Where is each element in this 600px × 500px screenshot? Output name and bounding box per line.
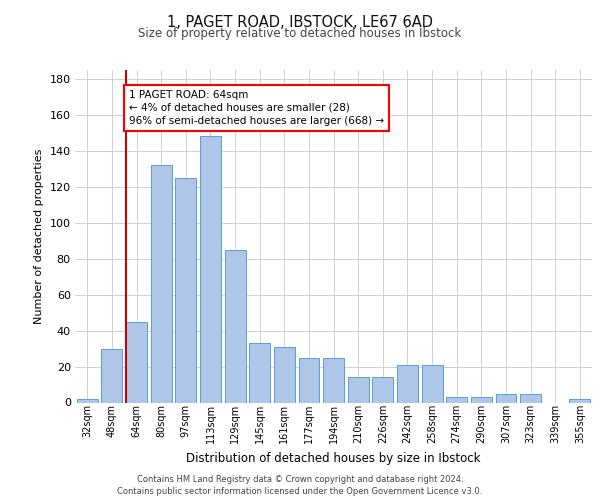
Bar — [348, 378, 368, 402]
Bar — [274, 347, 295, 403]
Bar — [520, 394, 541, 402]
Bar — [200, 136, 221, 402]
Bar — [496, 394, 517, 402]
Text: 1, PAGET ROAD, IBSTOCK, LE67 6AD: 1, PAGET ROAD, IBSTOCK, LE67 6AD — [167, 15, 433, 30]
Bar — [323, 358, 344, 403]
Bar — [446, 397, 467, 402]
Text: Contains HM Land Registry data © Crown copyright and database right 2024.: Contains HM Land Registry data © Crown c… — [137, 475, 463, 484]
Y-axis label: Number of detached properties: Number of detached properties — [34, 148, 44, 324]
Text: 1 PAGET ROAD: 64sqm
← 4% of detached houses are smaller (28)
96% of semi-detache: 1 PAGET ROAD: 64sqm ← 4% of detached hou… — [129, 90, 384, 126]
Bar — [422, 365, 443, 403]
Bar — [373, 378, 394, 402]
Bar — [569, 399, 590, 402]
Text: Size of property relative to detached houses in Ibstock: Size of property relative to detached ho… — [139, 28, 461, 40]
X-axis label: Distribution of detached houses by size in Ibstock: Distribution of detached houses by size … — [187, 452, 481, 464]
Bar — [224, 250, 245, 402]
Bar — [101, 348, 122, 403]
Bar — [471, 397, 492, 402]
Text: Contains public sector information licensed under the Open Government Licence v3: Contains public sector information licen… — [118, 487, 482, 496]
Bar — [175, 178, 196, 402]
Bar — [77, 399, 98, 402]
Bar — [299, 358, 319, 403]
Bar — [397, 365, 418, 403]
Bar — [126, 322, 147, 402]
Bar — [151, 166, 172, 402]
Bar — [249, 343, 270, 402]
